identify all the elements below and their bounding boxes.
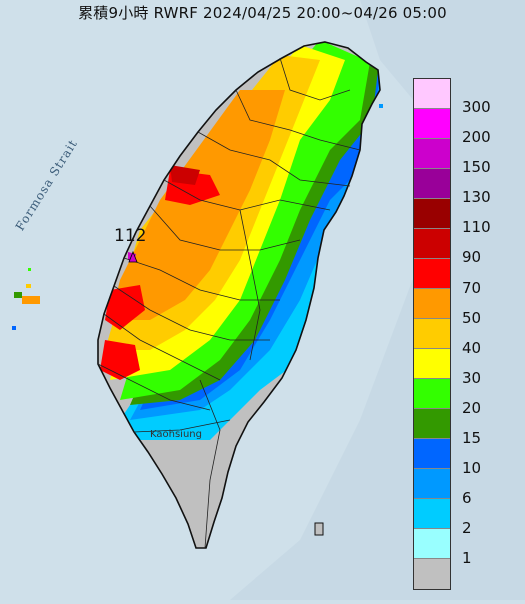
legend-label: [462, 574, 522, 604]
legend-swatch: [414, 289, 450, 319]
legend-swatch: [414, 79, 450, 109]
legend-label: 40: [462, 338, 482, 357]
legend-swatch: [414, 379, 450, 409]
legend-label: 15: [462, 429, 482, 448]
color-legend: [413, 78, 451, 590]
legend-swatch: [414, 229, 450, 259]
taiwan-outline: [97, 41, 381, 549]
legend-label: 300: [462, 98, 491, 116]
legend-label: 130: [462, 188, 491, 207]
city-label: Kaohsiung: [150, 429, 202, 440]
legend-labels: 300 200 150 130 110 90 70 50 40 30 20 15 10 6 2 1: [462, 78, 522, 590]
legend-swatch: [414, 139, 450, 169]
legend-label: 50: [462, 308, 482, 327]
map-title: 累積9小時 RWRF 2024/04/25 20:00~04/26 05:00: [78, 4, 447, 22]
legend-swatch: [414, 259, 450, 289]
legend-label: 20: [462, 398, 482, 417]
max-marker-triangle: [128, 250, 138, 263]
legend-swatch: [414, 529, 450, 559]
legend-swatch: [414, 469, 450, 499]
legend-label: 90: [462, 248, 482, 267]
legend-swatch: [414, 559, 450, 589]
county-boundaries: [97, 57, 361, 549]
green-island: [314, 522, 324, 536]
guishan-island: [379, 104, 383, 108]
legend-swatch: [414, 169, 450, 199]
max-value-label: 112: [114, 226, 147, 246]
legend-swatch: [414, 199, 450, 229]
continental-shelf: [230, 0, 525, 600]
legend-label: 10: [462, 459, 482, 478]
legend-label: 200: [462, 128, 491, 147]
legend-swatch: [414, 349, 450, 379]
legend-label: 110: [462, 218, 491, 237]
legend-label: 1: [462, 549, 472, 568]
legend-swatch: [414, 409, 450, 439]
penghu-islands: [12, 268, 40, 330]
legend-swatch: [414, 439, 450, 469]
legend-swatch: [414, 499, 450, 529]
legend-label: 6: [462, 489, 472, 508]
legend-label: 30: [462, 368, 482, 387]
legend-label: 70: [462, 278, 482, 297]
legend-swatch: [414, 319, 450, 349]
legend-label: 2: [462, 519, 472, 538]
legend-label: 150: [462, 158, 491, 177]
legend-swatch: [414, 109, 450, 139]
